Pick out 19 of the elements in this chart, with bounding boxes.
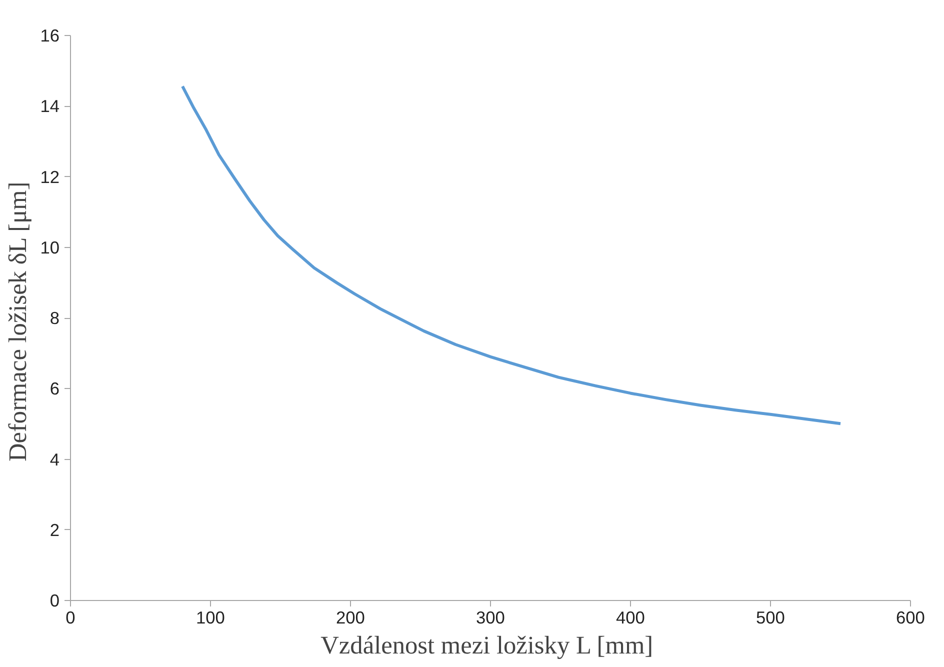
x-tick-label: 600 [896,608,925,628]
x-tick-label: 200 [336,608,365,628]
x-tick-label: 100 [196,608,225,628]
x-tick-label: 0 [66,608,76,628]
y-tick-label: 12 [40,166,60,187]
y-tick-label: 2 [50,520,60,540]
y-axis-title: Deformace ložisek δL [μm] [4,182,32,462]
line-series [181,84,842,426]
y-tick-label: 0 [50,590,60,610]
x-axis-title: Vzdálenost mezi ložisky L [mm] [320,632,654,660]
x-tick-label: 400 [616,608,645,628]
x-tick-label: 300 [476,608,505,628]
y-tick-label: 6 [50,378,60,399]
x-tick-label: 500 [756,608,785,628]
y-tick-label: 14 [40,96,60,116]
y-tick-label: 10 [40,237,60,258]
y-tick-label: 16 [40,26,60,46]
y-tick-label: 4 [50,449,60,470]
y-tick-label: 8 [50,308,60,328]
